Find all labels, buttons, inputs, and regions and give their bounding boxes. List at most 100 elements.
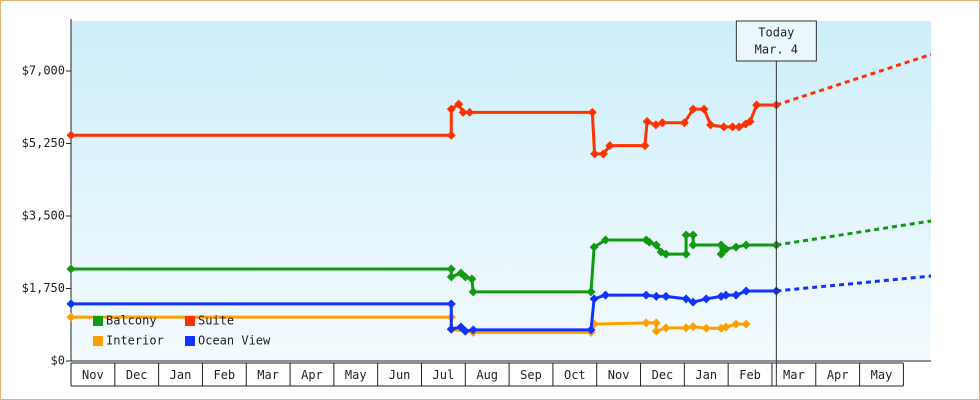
data-point <box>66 312 76 322</box>
data-point <box>446 272 456 282</box>
data-point <box>598 149 608 159</box>
x-tick-label: Nov <box>608 368 630 382</box>
data-point <box>734 122 744 132</box>
data-point <box>741 286 751 296</box>
y-tick-label: $0 <box>51 354 65 368</box>
data-point <box>679 118 689 128</box>
x-tick-label: Jul <box>433 368 455 382</box>
data-point <box>651 120 661 130</box>
y-tick-label: $5,250 <box>22 136 65 150</box>
legend-label: Balcony <box>106 314 157 328</box>
data-point <box>731 290 741 300</box>
x-tick-label: Dec <box>126 368 148 382</box>
legend-label: Ocean View <box>198 334 271 348</box>
legend-swatch <box>185 316 195 326</box>
x-tick-label: May <box>345 368 367 382</box>
data-point <box>731 242 741 252</box>
today-label: Today <box>758 26 794 40</box>
x-tick-label: Apr <box>827 368 849 382</box>
data-point <box>587 107 597 117</box>
data-point <box>728 122 738 132</box>
data-point <box>701 294 711 304</box>
data-point <box>446 264 456 274</box>
data-point <box>657 118 667 128</box>
data-point <box>600 235 610 245</box>
x-tick-label: Jun <box>389 368 411 382</box>
x-tick-label: Aug <box>476 368 498 382</box>
data-point <box>681 323 691 333</box>
data-point <box>454 99 464 109</box>
data-point <box>458 107 468 117</box>
data-point <box>681 294 691 304</box>
data-point <box>468 325 478 335</box>
y-tick-label: $3,500 <box>22 209 65 223</box>
data-point <box>651 240 661 250</box>
data-point <box>731 319 741 329</box>
data-point <box>688 104 698 114</box>
x-tick-label: Dec <box>652 368 674 382</box>
x-tick-label: Sep <box>520 368 542 382</box>
x-tick-label: Feb <box>739 368 761 382</box>
plot-background <box>71 21 931 361</box>
legend-swatch <box>93 316 103 326</box>
data-point <box>745 117 755 127</box>
data-point <box>651 318 661 328</box>
data-point <box>586 325 596 335</box>
data-point <box>589 294 599 304</box>
x-tick-label: Jan <box>170 368 192 382</box>
x-tick-label: Jan <box>695 368 717 382</box>
x-tick-label: Feb <box>213 368 235 382</box>
data-point <box>589 242 599 252</box>
data-point <box>590 149 600 159</box>
data-point <box>688 240 698 250</box>
x-tick-label: Nov <box>82 368 104 382</box>
data-point <box>716 249 726 259</box>
forecast-line <box>776 274 932 293</box>
legend-label: Suite <box>198 314 234 328</box>
legend-label: Interior <box>106 334 164 348</box>
data-point <box>752 100 762 110</box>
data-point <box>741 240 751 250</box>
data-point <box>719 122 729 132</box>
data-point <box>721 290 731 300</box>
x-tick-label: Mar <box>257 368 279 382</box>
data-point <box>656 247 666 257</box>
data-point <box>699 104 709 114</box>
today-date: Mar. 4 <box>755 43 798 57</box>
data-point <box>706 120 716 130</box>
x-tick-label: Oct <box>564 368 586 382</box>
data-point <box>688 297 698 307</box>
data-point <box>701 323 711 333</box>
data-point <box>446 130 456 140</box>
data-point <box>688 322 698 332</box>
data-point <box>721 322 731 332</box>
data-point <box>600 290 610 300</box>
data-point <box>66 130 76 140</box>
y-tick-label: $7,000 <box>22 64 65 78</box>
y-tick-label: $1,750 <box>22 281 65 295</box>
data-point <box>681 230 691 240</box>
data-point <box>605 141 615 151</box>
legend-swatch <box>185 336 195 346</box>
x-tick-label: Apr <box>301 368 323 382</box>
data-point <box>641 318 651 328</box>
data-point <box>681 249 691 259</box>
data-point <box>467 274 477 284</box>
data-point <box>661 249 671 259</box>
data-point <box>66 299 76 309</box>
data-point <box>446 104 456 114</box>
data-point <box>446 299 456 309</box>
data-point <box>468 287 478 297</box>
data-point <box>741 319 751 329</box>
data-point <box>66 264 76 274</box>
data-point <box>651 291 661 301</box>
data-point <box>586 287 596 297</box>
x-tick-label: May <box>871 368 893 382</box>
data-point <box>642 117 652 127</box>
data-point <box>460 326 470 336</box>
forecast-line <box>775 53 932 107</box>
data-point <box>651 326 661 336</box>
data-point <box>446 324 456 334</box>
